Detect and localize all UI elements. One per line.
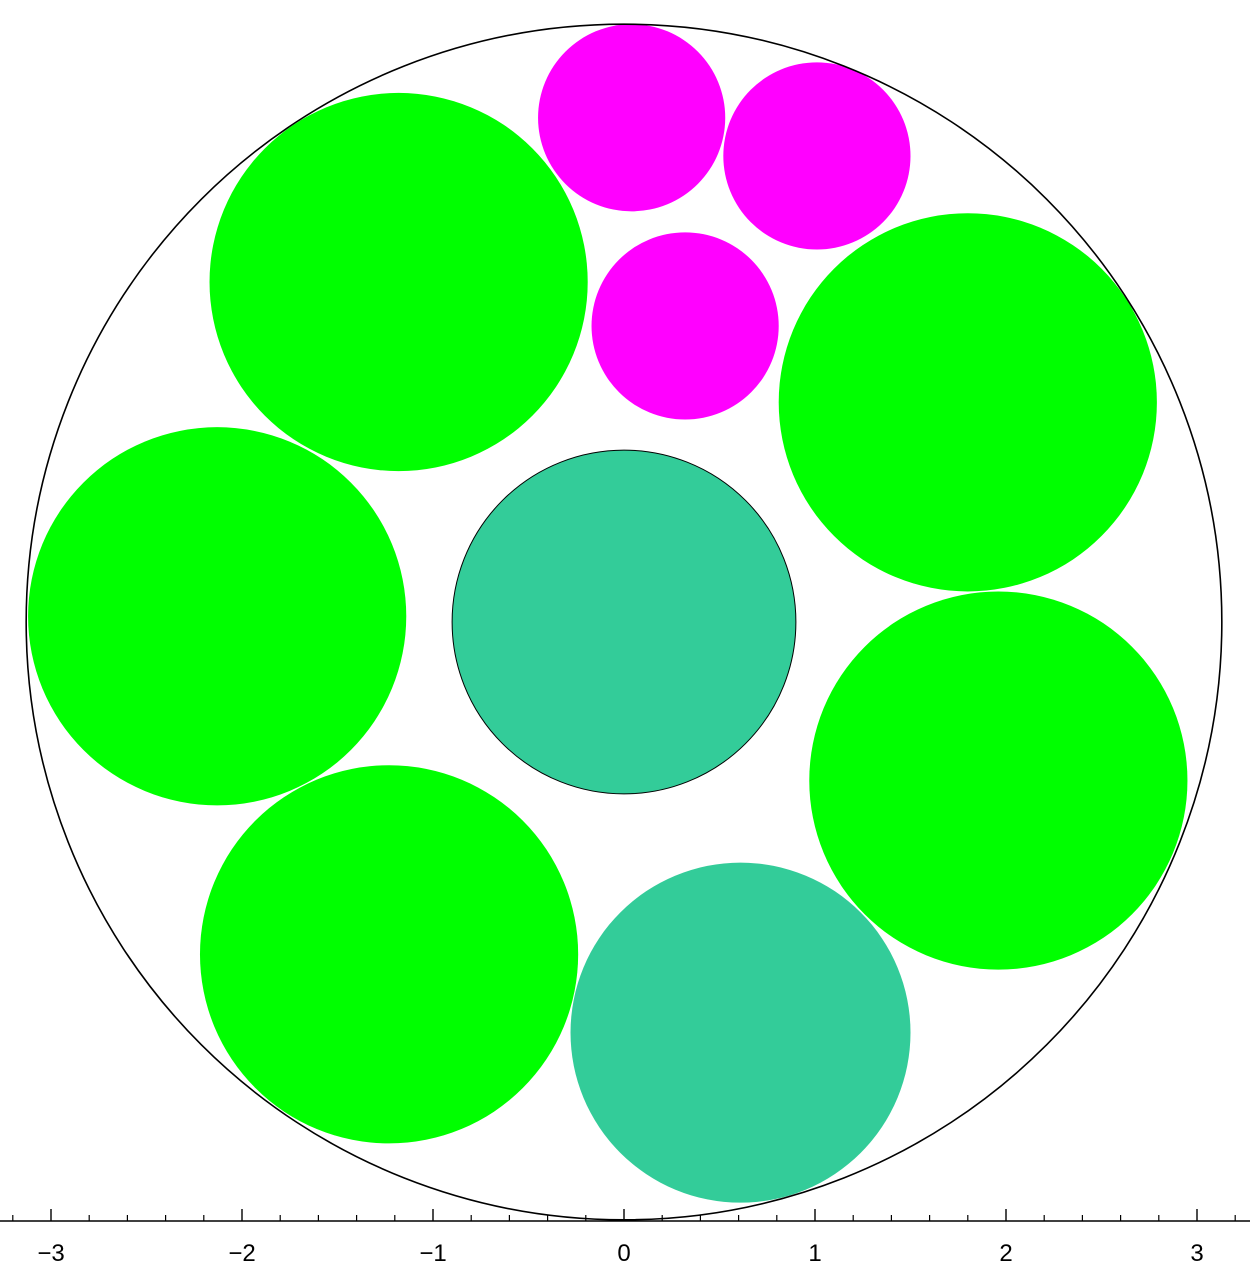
large-green-circles-circle-3: [28, 427, 407, 806]
series-2: [451, 449, 911, 1203]
x-tick-label: 3: [1190, 1240, 1203, 1267]
large-green-circles-circle-5: [199, 765, 579, 1144]
small-magenta-circles-circle-2: [723, 62, 911, 250]
x-tick-label: 1: [808, 1240, 821, 1267]
x-tick-label: 2: [999, 1240, 1012, 1267]
small-magenta-circles-circle-3: [591, 232, 779, 420]
large-green-circles-circle-4: [809, 591, 1188, 970]
large-green-circles-circle-2: [778, 213, 1157, 592]
large-green-circles-circle-1: [209, 92, 588, 472]
circles-layer: [28, 24, 1188, 1203]
series-3: [538, 24, 911, 420]
small-magenta-circles-circle-1: [538, 24, 726, 212]
x-axis: −3 −2 −1 0 1 2 3: [0, 1209, 1250, 1267]
x-tick-label: 0: [617, 1240, 630, 1267]
series-1: [28, 92, 1188, 1144]
x-tick-label: −3: [37, 1240, 64, 1267]
x-tick-label: −2: [228, 1240, 255, 1267]
x-tick-label: −1: [419, 1240, 446, 1267]
teal-circles-circle-2: [570, 862, 911, 1203]
teal-circles-circle-1: [451, 449, 797, 795]
